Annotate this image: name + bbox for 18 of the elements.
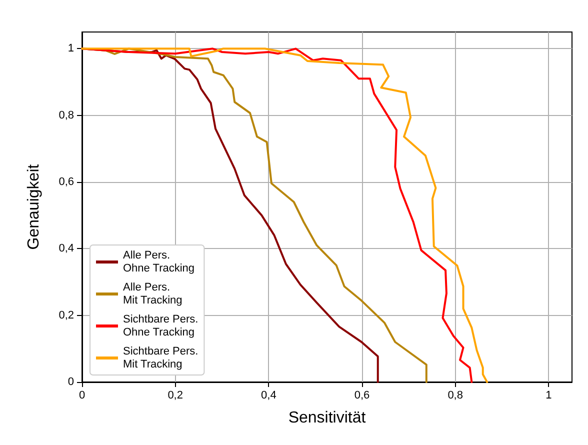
x-tick-label: 0 [78, 390, 86, 402]
legend-label: Alle Pers. Ohne Tracking [123, 250, 195, 274]
y-tick-label: 0 [68, 376, 74, 388]
legend-label: Sichtbare Pers. Mit Tracking [123, 346, 198, 370]
x-axis-title: Sensitivität [288, 410, 366, 426]
y-tick-label: 0,2 [58, 309, 74, 322]
y-axis-title: Genauigkeit [26, 164, 42, 250]
x-tick-label: 1 [546, 390, 552, 402]
x-tick-label: 0,4 [261, 390, 276, 402]
x-tick-label: 0,6 [354, 390, 370, 402]
legend-label: Sichtbare Pers. Ohne Tracking [123, 314, 198, 338]
x-tick-label: 0,2 [168, 390, 183, 402]
legend-label: Alle Pers. Mit Tracking [123, 282, 182, 306]
y-tick-label: 0,8 [58, 109, 74, 122]
y-tick-label: 0,6 [58, 176, 74, 188]
x-tick-label: 0,8 [448, 390, 463, 402]
y-tick-label: 1 [68, 42, 74, 55]
y-tick-label: 0,4 [58, 242, 74, 255]
